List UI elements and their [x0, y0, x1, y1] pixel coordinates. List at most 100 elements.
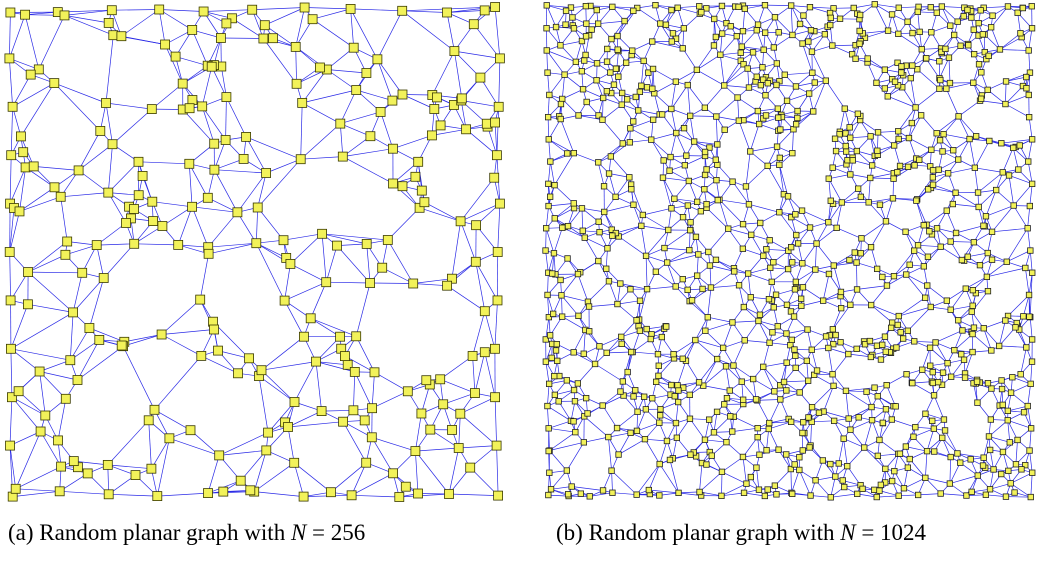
graph-node — [718, 30, 726, 37]
graph-node — [156, 329, 167, 340]
graph-node — [738, 378, 745, 385]
graph-edge — [645, 255, 668, 263]
graph-node — [696, 488, 703, 496]
graph-edge — [302, 89, 357, 104]
graph-node — [687, 451, 694, 458]
graph-node — [13, 386, 24, 397]
graph-node — [924, 186, 932, 193]
graph-node — [1012, 324, 1019, 331]
graph-edge — [606, 351, 632, 354]
graph-node — [797, 295, 805, 302]
graph-node — [608, 226, 615, 233]
graph-edge — [908, 137, 932, 151]
graph-edge — [257, 207, 284, 241]
graph-node — [846, 124, 853, 131]
graph-node — [489, 343, 500, 354]
graph-edge — [640, 225, 647, 256]
graph-node — [693, 198, 701, 206]
graph-edge — [791, 469, 800, 494]
graph-edge — [957, 453, 984, 459]
graph-edge — [938, 159, 959, 171]
graph-node — [911, 338, 918, 345]
graph-node — [767, 264, 774, 272]
graph-edge — [618, 236, 647, 257]
graph-edge — [15, 466, 62, 490]
graph-edge — [833, 262, 857, 266]
graph-node — [741, 5, 749, 12]
graph-edge — [807, 329, 813, 350]
graph-edge — [779, 212, 797, 236]
graph-edge — [9, 397, 13, 446]
graph-node — [712, 156, 719, 163]
graph-edge — [264, 7, 305, 26]
graph-edge — [545, 250, 549, 273]
graph-node — [955, 156, 962, 163]
graph-edge — [640, 60, 644, 86]
graph-node — [382, 235, 393, 245]
graph-node — [654, 350, 662, 358]
graph-edge — [351, 462, 367, 496]
graph-node — [1028, 180, 1036, 188]
caption-a: (a) Random planar graph with N = 256 — [8, 520, 365, 546]
graph-edge — [630, 119, 654, 129]
graph-edge — [60, 196, 68, 242]
graph-edge — [827, 347, 833, 375]
graph-node — [581, 57, 588, 64]
graph-node — [811, 79, 818, 86]
graph-node — [1002, 78, 1010, 85]
graph-edge — [1007, 420, 1011, 443]
graph-node — [868, 403, 875, 411]
graph-edge — [72, 277, 104, 313]
graph-node — [847, 171, 854, 178]
graph-edge — [322, 233, 388, 241]
graph-edge — [312, 8, 351, 20]
graph-edge — [912, 381, 932, 384]
graph-node — [583, 20, 590, 27]
graph-edge — [990, 6, 1009, 28]
graph-edge — [689, 418, 710, 421]
graph-edge — [258, 376, 269, 433]
graph-edge — [350, 8, 378, 60]
graph-edge — [257, 172, 267, 208]
graph-edge — [832, 44, 856, 46]
graph-node — [743, 480, 750, 487]
graph-node — [873, 79, 880, 86]
graph-edge — [9, 251, 11, 301]
graph-node — [890, 272, 898, 280]
graph-edge — [618, 225, 642, 237]
graph-node — [725, 225, 732, 232]
graph-edge — [742, 204, 750, 225]
graph-node — [91, 240, 102, 251]
graph-edge — [203, 9, 253, 12]
graph-edge — [39, 359, 71, 372]
graph-edge — [870, 172, 894, 179]
graph-edge — [78, 170, 109, 193]
graph-edge — [1020, 347, 1027, 375]
graph-node — [49, 182, 60, 193]
graph-edge — [954, 330, 963, 351]
graph-node — [68, 307, 78, 318]
graph-node — [233, 368, 243, 379]
graph-edge — [675, 69, 697, 83]
graph-edge — [675, 401, 679, 424]
graph-node — [857, 193, 865, 201]
graph-edge — [926, 210, 947, 225]
graph-edge — [1028, 117, 1033, 140]
graph-node — [610, 81, 618, 88]
graph-node — [713, 113, 720, 120]
graph-node — [900, 485, 908, 492]
graph-node — [643, 325, 650, 333]
graph-node — [619, 89, 626, 97]
graph-node — [958, 256, 966, 264]
graph-node — [387, 95, 398, 106]
graph-node — [62, 236, 73, 247]
graph-node — [865, 199, 872, 206]
graph-edge — [767, 146, 778, 166]
graph-edge — [825, 80, 846, 109]
graph-node — [807, 492, 814, 499]
graph-edge — [748, 203, 780, 213]
graph-node — [10, 483, 21, 494]
graph-node — [675, 489, 682, 497]
graph-edge — [987, 231, 993, 254]
graph-node — [77, 267, 88, 278]
